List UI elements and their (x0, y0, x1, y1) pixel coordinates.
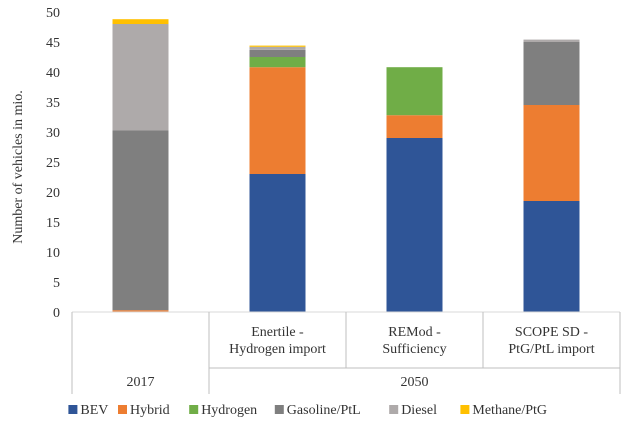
y-tick-label: 25 (46, 156, 60, 171)
y-tick-label: 20 (46, 186, 60, 201)
bar-segment-gasoline-ptl (249, 49, 306, 57)
legend-label: BEV (80, 403, 108, 418)
y-tick-label: 5 (53, 276, 60, 291)
legend-label: Gasoline/PtL (287, 403, 361, 418)
x-tick-label: REMod - (388, 325, 441, 340)
legend-label: Hydrogen (201, 403, 257, 418)
y-tick-label: 30 (46, 126, 60, 141)
x-tick-label: Hydrogen import (229, 342, 326, 357)
y-tick-label: 50 (46, 6, 60, 21)
bar-segment-gasoline-ptl (523, 42, 580, 105)
x-tick-label: SCOPE SD - (515, 325, 588, 340)
legend-item-hybrid: Hybrid (118, 403, 170, 418)
legend-label: Hybrid (130, 403, 170, 418)
bar-segment-bev (523, 201, 580, 312)
legend-swatch (68, 405, 78, 414)
bar-segment-hybrid (112, 310, 169, 312)
x-tick-label: Enertile - (251, 325, 304, 340)
y-axis-label: Number of vehicles in mio. (11, 90, 26, 244)
x-axis: Enertile - Hydrogen import REMod - Sufficie… (71, 311, 621, 394)
bar-segment-methane-ptg (112, 19, 169, 24)
legend-item-bev: BEV (68, 403, 108, 418)
y-tick-label: 45 (46, 36, 60, 51)
y-tick-label: 10 (46, 246, 60, 261)
bar-segment-diesel (249, 46, 306, 50)
legend-item-diesel: Diesel (389, 403, 437, 418)
y-tick-label: 35 (46, 96, 60, 111)
legend-swatch (460, 405, 470, 414)
bar-segment-bev (386, 138, 443, 312)
legend-label: Diesel (401, 403, 437, 418)
bar-segment-gasoline-ptl (112, 130, 169, 311)
bar-segment-bev (249, 174, 306, 312)
legend-item-hydrogen: Hydrogen (189, 403, 257, 418)
y-tick-label: 0 (53, 306, 60, 321)
bar-segment-diesel (523, 39, 580, 42)
legend-swatch (189, 405, 199, 414)
x-tick-label: Sufficiency (382, 342, 446, 357)
bar-segment-hydrogen (386, 67, 443, 116)
x-tick-label: PtG/PtL import (508, 342, 594, 357)
bar-segment-methane-ptg (249, 45, 306, 47)
legend-label: Methane/PtG (472, 403, 547, 418)
legend-item-gasoline-ptl: Gasoline/PtL (274, 403, 361, 418)
x-group-label: 2017 (127, 375, 155, 390)
bar-segment-hybrid (249, 67, 306, 174)
bar-segment-diesel (112, 24, 169, 131)
y-tick-label: 15 (46, 216, 60, 231)
bar-segment-hydrogen (249, 57, 306, 68)
bar-segment-hybrid (523, 105, 580, 201)
bar-segment-hybrid (386, 115, 443, 138)
x-group-label: 2050 (401, 375, 429, 390)
legend: BEV Hybrid Hydrogen Gasoline/PtL Diesel Metha… (68, 403, 547, 418)
y-axis: 0 5 10 15 20 25 30 35 40 45 50 (46, 6, 60, 321)
bars (112, 19, 580, 312)
legend-swatch (118, 405, 127, 414)
legend-swatch (389, 405, 399, 414)
legend-item-methane-ptg: Methane/PtG (460, 403, 547, 418)
legend-swatch (274, 405, 284, 414)
y-tick-label: 40 (46, 66, 60, 81)
